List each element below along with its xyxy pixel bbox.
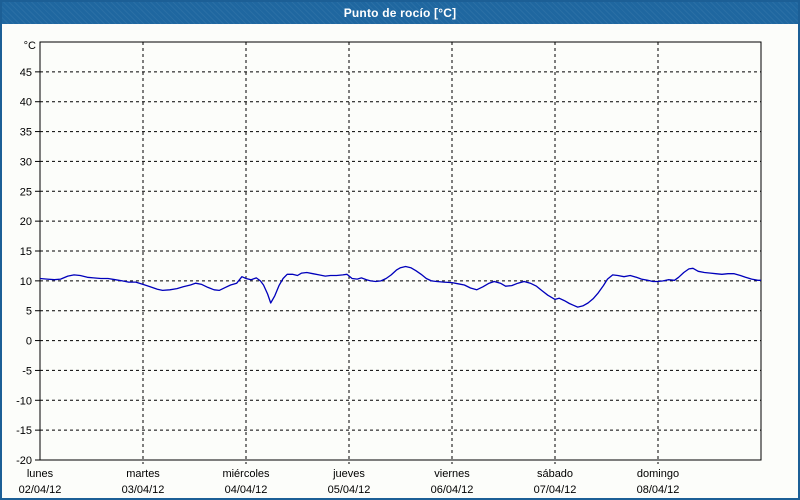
day-label: sábado xyxy=(537,468,573,480)
y-tick-label: 45 xyxy=(20,67,32,79)
date-label: 02/04/12 xyxy=(19,484,62,496)
date-label: 07/04/12 xyxy=(534,484,577,496)
y-tick-label: -10 xyxy=(16,395,32,407)
date-label: 03/04/12 xyxy=(122,484,165,496)
y-tick-label: -20 xyxy=(16,455,32,467)
data-line xyxy=(39,265,761,308)
y-tick-label: 0 xyxy=(26,336,32,348)
y-unit-label: °C xyxy=(24,40,36,52)
y-tick-label: 25 xyxy=(20,186,32,198)
day-label: jueves xyxy=(332,468,365,480)
y-tick-label: 15 xyxy=(20,246,32,258)
y-tick-label: 30 xyxy=(20,156,32,168)
chart-title: Punto de rocío [°C] xyxy=(343,6,457,20)
day-label: viernes xyxy=(434,468,470,480)
y-tick-label: 40 xyxy=(20,97,32,109)
dew-point-chart: 45 40 35 30 25 20 15 10 5 0 -5 -10 -15 -20 °C lunes 02/0… xyxy=(16,40,762,496)
day-label: miércoles xyxy=(222,468,270,480)
date-label: 06/04/12 xyxy=(431,484,474,496)
y-tick-label: -15 xyxy=(16,425,32,437)
chart-title-bar: Punto de rocío [°C] xyxy=(2,2,798,24)
y-tick-label: 10 xyxy=(20,276,32,288)
plot-frame xyxy=(39,41,762,461)
chart-area: 45 40 35 30 25 20 15 10 5 0 -5 -10 -15 -20 °C lunes 02/0… xyxy=(2,24,798,498)
day-label: martes xyxy=(126,468,160,480)
y-tick-label: 20 xyxy=(20,216,32,228)
day-label: lunes xyxy=(27,468,54,480)
day-label: domingo xyxy=(637,468,679,480)
date-label: 04/04/12 xyxy=(225,484,268,496)
y-tick-label: 35 xyxy=(20,127,32,139)
y-tick-label: -5 xyxy=(22,365,32,377)
date-label: 05/04/12 xyxy=(328,484,371,496)
date-label: 08/04/12 xyxy=(637,484,680,496)
y-tick-label: 5 xyxy=(26,306,32,318)
